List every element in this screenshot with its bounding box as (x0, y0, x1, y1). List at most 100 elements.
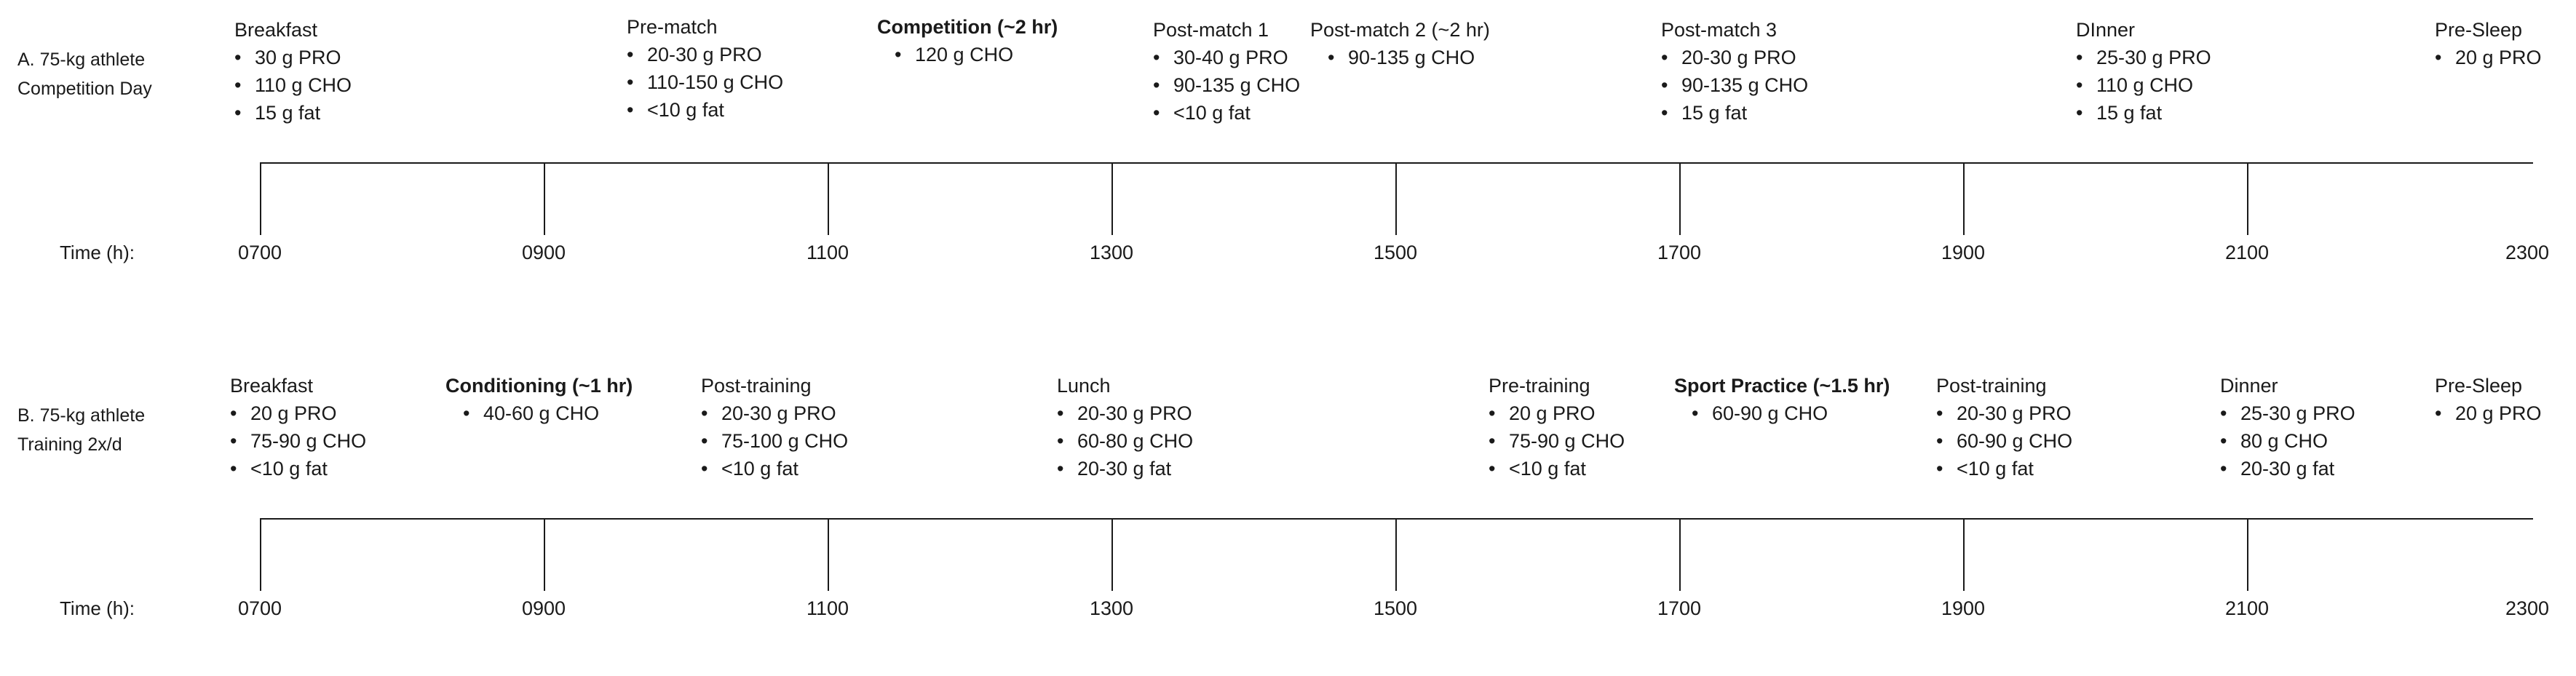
timeline-tick (2247, 162, 2248, 235)
tick-label: 0700 (237, 597, 282, 619)
meal-item: <10 g fat (701, 455, 848, 482)
meal-post-training-1: Post-training 20-30 g PRO 75-100 g CHO <… (701, 372, 848, 482)
meal-item: 110 g CHO (234, 71, 352, 99)
meal-item: 15 g fat (2076, 99, 2211, 127)
meal-title: Dinner (2220, 375, 2278, 397)
timeline-tick (544, 518, 545, 591)
timeline-tick (544, 162, 545, 235)
timeline-tick (2247, 518, 2248, 591)
meal-item: 25-30 g PRO (2076, 44, 2211, 71)
conditioning-block: Conditioning (~1 hr) 40-60 g CHO (445, 372, 633, 427)
panel-a-label-line2: Competition Day (17, 79, 152, 99)
tick-label: 1900 (1941, 242, 1986, 263)
time-axis-label: Time (h): (60, 242, 135, 263)
meal-title: Post-training (1936, 375, 2047, 397)
meal-item: 20-30 g PRO (701, 399, 848, 427)
tick-label: 1500 (1373, 597, 1418, 619)
meal-pre-match: Pre-match 20-30 g PRO 110-150 g CHO <10 … (627, 13, 783, 124)
panel-b-training-day: B. 75-kg athlete Training 2x/d Breakfast… (0, 356, 2576, 676)
timeline-tick (1679, 162, 1681, 235)
meal-title: Conditioning (~1 hr) (445, 375, 633, 397)
panel-b-label: B. 75-kg athlete Training 2x/d (17, 401, 145, 459)
meal-title: Pre-Sleep (2435, 375, 2523, 397)
tick-label: 1300 (1089, 242, 1134, 263)
competition-block: Competition (~2 hr) 120 g CHO (877, 13, 1058, 68)
timeline-tick (1111, 162, 1113, 235)
meal-item: 60-90 g CHO (1936, 427, 2072, 455)
panel-b-label-line1: B. 75-kg athlete (17, 405, 146, 426)
meal-title: DInner (2076, 19, 2136, 41)
meal-title: Pre-training (1489, 375, 1590, 397)
tick-label: 0900 (521, 242, 566, 263)
meal-title: Post-training (701, 375, 812, 397)
meal-item: 75-90 g CHO (230, 427, 366, 455)
meal-title: Breakfast (230, 375, 314, 397)
meal-dinner: Dinner 25-30 g PRO 80 g CHO 20-30 g fat (2220, 372, 2355, 482)
meal-item: 80 g CHO (2220, 427, 2355, 455)
meal-breakfast: Breakfast 30 g PRO 110 g CHO 15 g fat (234, 16, 352, 127)
meal-item: 20 g PRO (2435, 44, 2542, 71)
timeline-tick (1395, 518, 1397, 591)
meal-post-match-1: Post-match 1 30-40 g PRO 90-135 g CHO <1… (1153, 16, 1300, 127)
tick-label: 1900 (1941, 597, 1986, 619)
meal-item: 20-30 g fat (2220, 455, 2355, 482)
meal-pre-sleep: Pre-Sleep 20 g PRO (2435, 372, 2542, 427)
meal-title: Post-match 3 (1661, 19, 1778, 41)
timeline-tick (1111, 518, 1113, 591)
tick-label: 2300 (2505, 242, 2550, 263)
meal-pre-sleep: Pre-Sleep 20 g PRO (2435, 16, 2542, 71)
panel-a-label: A. 75-kg athlete Competition Day (17, 45, 152, 103)
timeline-tick (828, 162, 829, 235)
meal-pre-training: Pre-training 20 g PRO 75-90 g CHO <10 g … (1489, 372, 1625, 482)
meal-title: Lunch (1057, 375, 1111, 397)
meal-item: 40-60 g CHO (445, 399, 633, 427)
meal-item: 75-90 g CHO (1489, 427, 1625, 455)
meal-post-match-3: Post-match 3 20-30 g PRO 90-135 g CHO 15… (1661, 16, 1808, 127)
meal-item: <10 g fat (230, 455, 366, 482)
meal-item: 15 g fat (234, 99, 352, 127)
meal-title: Pre-Sleep (2435, 19, 2523, 41)
meal-item: 20-30 g PRO (1936, 399, 2072, 427)
meal-post-training-2: Post-training 20-30 g PRO 60-90 g CHO <1… (1936, 372, 2072, 482)
tick-label: 1100 (806, 242, 849, 263)
tick-label: 1500 (1373, 242, 1418, 263)
tick-label: 0900 (521, 597, 566, 619)
panel-b-label-line2: Training 2x/d (17, 434, 122, 455)
time-axis-label: Time (h): (60, 597, 135, 619)
meal-item: 20-30 g PRO (627, 41, 783, 68)
timeline-tick (1963, 518, 1965, 591)
meal-item: 20 g PRO (1489, 399, 1625, 427)
tick-label: 1700 (1657, 242, 1702, 263)
meal-post-match-2: Post-match 2 (~2 hr) 90-135 g CHO (1310, 16, 1490, 71)
meal-item: <10 g fat (627, 96, 783, 124)
meal-item: 60-80 g CHO (1057, 427, 1193, 455)
meal-item: <10 g fat (1153, 99, 1300, 127)
tick-label: 1700 (1657, 597, 1702, 619)
meal-dinner: DInner 25-30 g PRO 110 g CHO 15 g fat (2076, 16, 2211, 127)
meal-item: <10 g fat (1936, 455, 2072, 482)
meal-item: 20-30 g PRO (1661, 44, 1808, 71)
timeline-axis-b (260, 518, 2533, 591)
tick-label: 2100 (2224, 242, 2270, 263)
meal-item: 90-135 g CHO (1310, 44, 1490, 71)
panel-a-label-line1: A. 75-kg athlete (17, 49, 146, 70)
sport-practice-block: Sport Practice (~1.5 hr) 60-90 g CHO (1674, 372, 1890, 427)
tick-label: 1100 (806, 597, 849, 619)
meal-item: 20-30 g PRO (1057, 399, 1193, 427)
meal-title: Post-match 1 (1153, 19, 1269, 41)
meal-lunch: Lunch 20-30 g PRO 60-80 g CHO 20-30 g fa… (1057, 372, 1193, 482)
meal-title: Post-match 2 (~2 hr) (1310, 19, 1490, 41)
meal-item: 30 g PRO (234, 44, 352, 71)
meal-item: 15 g fat (1661, 99, 1808, 127)
meal-item: 25-30 g PRO (2220, 399, 2355, 427)
meal-item: 110 g CHO (2076, 71, 2211, 99)
meal-breakfast: Breakfast 20 g PRO 75-90 g CHO <10 g fat (230, 372, 366, 482)
meal-item: 110-150 g CHO (627, 68, 783, 96)
timeline-tick (1679, 518, 1681, 591)
meal-title: Pre-match (627, 16, 718, 38)
panel-a-competition-day: A. 75-kg athlete Competition Day Breakfa… (0, 0, 2576, 320)
meal-item: 75-100 g CHO (701, 427, 848, 455)
meal-item: 90-135 g CHO (1153, 71, 1300, 99)
tick-label: 2100 (2224, 597, 2270, 619)
timeline-tick (1963, 162, 1965, 235)
